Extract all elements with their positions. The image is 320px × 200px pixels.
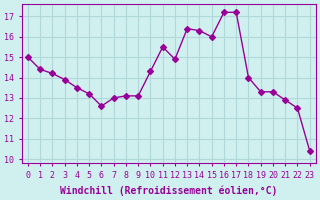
X-axis label: Windchill (Refroidissement éolien,°C): Windchill (Refroidissement éolien,°C)	[60, 185, 277, 196]
